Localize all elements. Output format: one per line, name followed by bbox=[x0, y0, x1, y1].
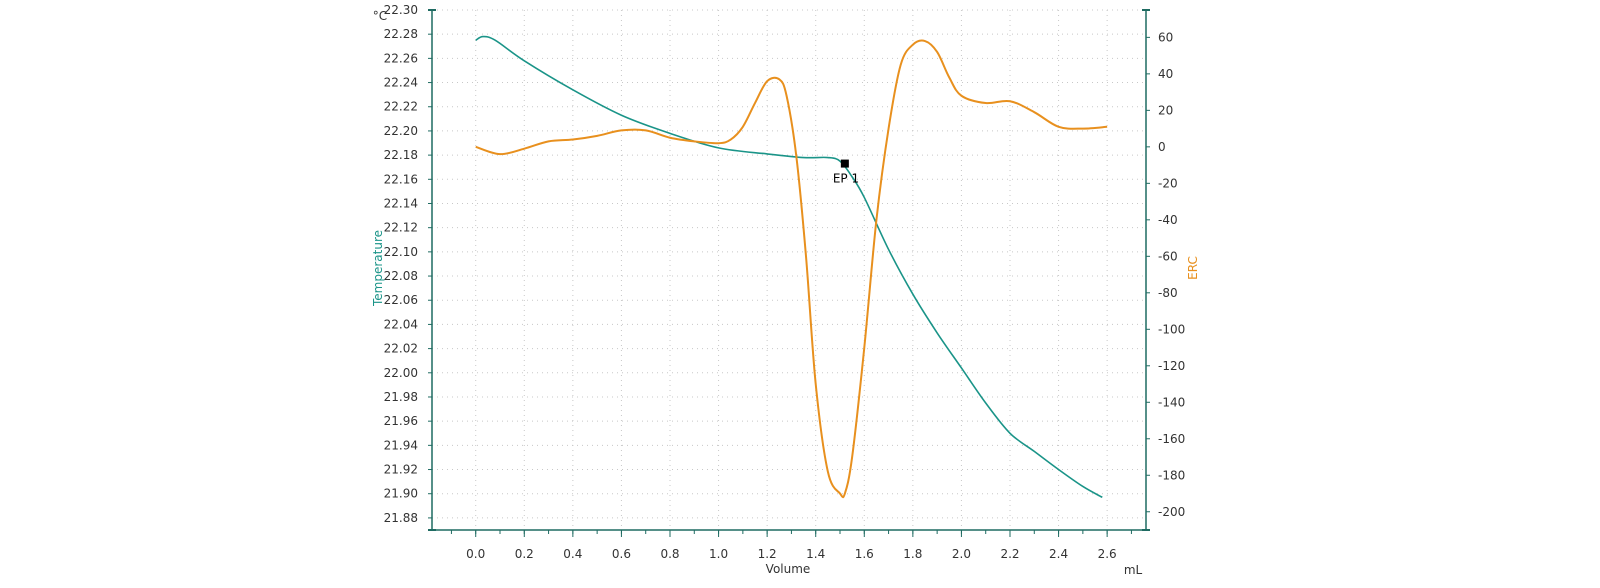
y1-tick-label: 21.94 bbox=[384, 438, 418, 452]
y2-tick-label: 60 bbox=[1158, 30, 1173, 44]
y2-axis-label: ERC bbox=[1186, 256, 1200, 280]
y1-unit-label: °C bbox=[373, 9, 387, 23]
x-tick-label: 0.4 bbox=[563, 547, 582, 561]
series-line-erc bbox=[475, 39, 1108, 499]
x-tick-label: 0.8 bbox=[660, 547, 679, 561]
y1-tick-label: 21.98 bbox=[384, 390, 418, 404]
x-tick-label: 1.4 bbox=[806, 547, 825, 561]
y1-axis-label: Temperature bbox=[371, 230, 385, 307]
x-tick-label: 1.8 bbox=[903, 547, 922, 561]
y2-tick-label: -80 bbox=[1158, 286, 1178, 300]
labels: 0.0 0.2 0.4 0.6 0.8 1.0 1.2 1.4 1.6 1.8 2.0 2.2 2.4 2… bbox=[371, 3, 1200, 577]
x-tick-label: 1.0 bbox=[709, 547, 728, 561]
series-layer bbox=[475, 35, 1108, 499]
x-tick-label: 2.0 bbox=[952, 547, 971, 561]
series-line-temperature bbox=[475, 35, 1103, 499]
y1-tick-label: 22.12 bbox=[384, 221, 418, 235]
y2-tick-label: 0 bbox=[1158, 140, 1166, 154]
y1-tick-label: 22.26 bbox=[384, 51, 418, 65]
y1-tick-label: 21.92 bbox=[384, 463, 418, 477]
axes bbox=[428, 9, 1150, 537]
x-axis-label: Volume bbox=[766, 562, 811, 576]
y1-tick-label: 22.22 bbox=[384, 100, 418, 114]
y1-tick-label: 21.90 bbox=[384, 487, 418, 501]
y1-tick-label: 22.06 bbox=[384, 293, 418, 307]
y1-tick-label: 22.20 bbox=[384, 124, 418, 138]
y1-tick-label: 21.96 bbox=[384, 414, 418, 428]
y2-tick-label: 40 bbox=[1158, 67, 1173, 81]
x-tick-label: 2.6 bbox=[1098, 547, 1117, 561]
x-tick-label: 1.2 bbox=[758, 547, 777, 561]
x-tick-label: 1.6 bbox=[855, 547, 874, 561]
y1-tick-label: 22.14 bbox=[384, 196, 418, 210]
y2-tick-label: -160 bbox=[1158, 432, 1185, 446]
x-tick-label: 2.4 bbox=[1049, 547, 1068, 561]
y2-tick-label: -100 bbox=[1158, 322, 1185, 336]
y1-tick-label: 22.18 bbox=[384, 148, 418, 162]
x-tick-label: 2.2 bbox=[1000, 547, 1019, 561]
y2-tick-label: -120 bbox=[1158, 359, 1185, 373]
y1-tick-label: 21.88 bbox=[384, 511, 418, 525]
endpoint-label: EP 1 bbox=[833, 172, 859, 186]
y1-tick-label: 22.02 bbox=[384, 342, 418, 356]
y1-tick-label: 22.08 bbox=[384, 269, 418, 283]
y2-tick-label: -40 bbox=[1158, 213, 1178, 227]
endpoint-marker bbox=[840, 159, 849, 168]
y1-tick-label: 22.28 bbox=[384, 27, 418, 41]
y1-tick-label: 22.16 bbox=[384, 172, 418, 186]
y1-tick-label: 22.30 bbox=[384, 3, 418, 17]
y2-tick-label: -140 bbox=[1158, 395, 1185, 409]
x-tick-label: 0.6 bbox=[612, 547, 631, 561]
x-tick-label: 0.0 bbox=[466, 547, 485, 561]
x-tick-label: 0.2 bbox=[515, 547, 534, 561]
y2-tick-label: 20 bbox=[1158, 103, 1173, 117]
x-unit-label: mL bbox=[1124, 563, 1143, 577]
y1-tick-label: 22.00 bbox=[384, 366, 418, 380]
y1-tick-label: 22.10 bbox=[384, 245, 418, 259]
y2-tick-label: -60 bbox=[1158, 249, 1178, 263]
y1-tick-label: 22.24 bbox=[384, 76, 418, 90]
grid bbox=[432, 9, 1146, 530]
y2-tick-label: -200 bbox=[1158, 505, 1185, 519]
y2-tick-label: -20 bbox=[1158, 176, 1178, 190]
y1-tick-label: 22.04 bbox=[384, 317, 418, 331]
y2-tick-label: -180 bbox=[1158, 468, 1185, 482]
